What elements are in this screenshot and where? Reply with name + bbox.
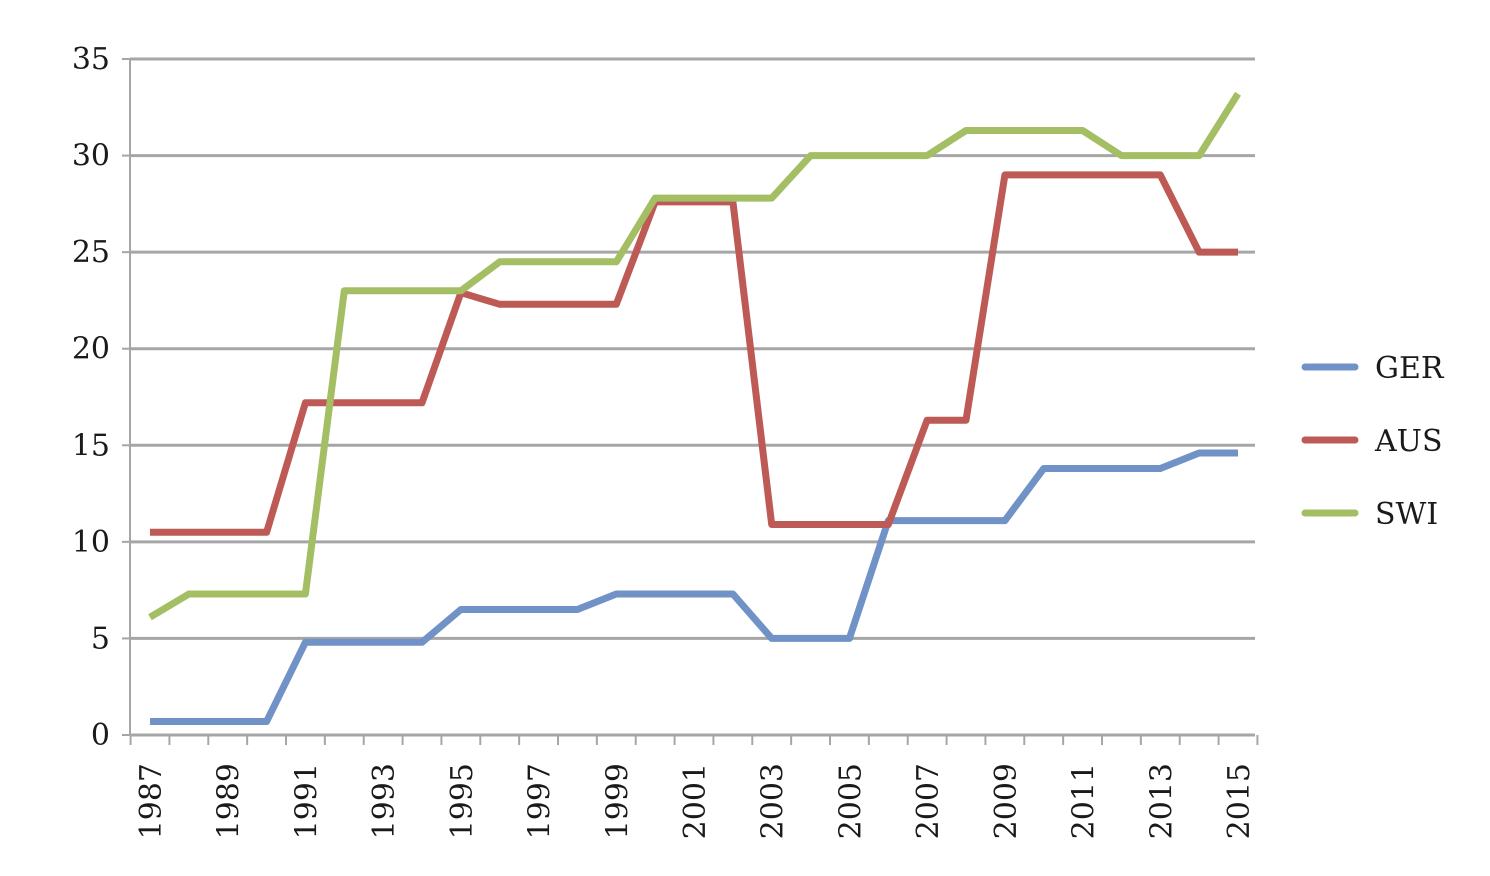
y-tick-label: 20 <box>72 332 110 367</box>
y-tick-label: 30 <box>72 139 110 174</box>
legend: GER AUS SWI <box>1301 351 1445 532</box>
x-tick-label: 1993 <box>367 763 402 839</box>
series-line-swi <box>148 91 1241 621</box>
x-tick-label: 2013 <box>1144 763 1179 839</box>
y-tick-label: 25 <box>72 235 110 270</box>
y-tick-label: 15 <box>72 428 110 463</box>
x-tick-label: 2001 <box>678 763 713 839</box>
x-tick-label: 2003 <box>756 763 791 839</box>
y-tick-label: 5 <box>91 621 110 656</box>
x-tick-label: 2005 <box>833 763 868 839</box>
x-tick-label: 1991 <box>289 763 324 839</box>
axes: 0 5 10 15 20 25 30 35 1987 1989 1991 1993 1995 1997 19… <box>72 42 1259 839</box>
x-tick-label: 2007 <box>911 763 946 839</box>
x-tick-label: 1999 <box>600 763 635 839</box>
series-lines <box>148 91 1241 725</box>
x-tick-label: 1995 <box>445 763 480 839</box>
x-tick-label: 1997 <box>523 763 558 839</box>
gridlines <box>130 57 1255 640</box>
y-tick-label: 10 <box>72 525 110 560</box>
series-line-aus <box>150 171 1238 536</box>
x-tick-label: 1987 <box>134 763 169 839</box>
x-tick-label: 2009 <box>989 763 1024 839</box>
series-line-ger <box>150 449 1238 725</box>
legend-label-aus: AUS <box>1374 424 1443 459</box>
x-tick-label: 2015 <box>1222 763 1257 839</box>
legend-label-swi: SWI <box>1375 497 1438 532</box>
x-tick-label: 1989 <box>212 763 247 839</box>
legend-label-ger: GER <box>1375 351 1445 386</box>
x-tick-label: 2011 <box>1067 763 1102 839</box>
y-tick-label: 35 <box>72 42 110 77</box>
y-tick-label: 0 <box>91 718 110 753</box>
